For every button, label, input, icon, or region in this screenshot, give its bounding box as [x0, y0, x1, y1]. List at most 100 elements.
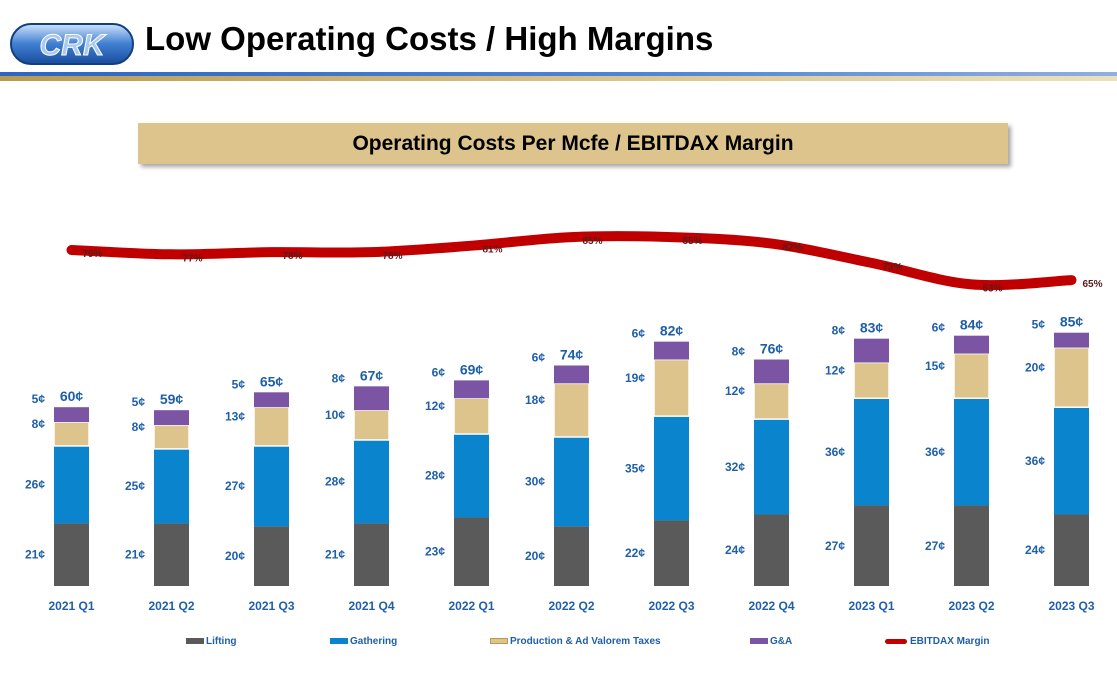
data-label-total: 67¢ [360, 367, 384, 383]
data-label-ga: 8¢ [832, 324, 846, 338]
ebitdax-margin-label: 85% [582, 236, 602, 247]
legend-swatch-lifting [186, 638, 204, 644]
data-label-ga: 5¢ [132, 395, 146, 409]
ebitdax-margin-label: 82% [782, 243, 802, 254]
data-label-ga: 6¢ [532, 350, 546, 364]
data-label-gathering: 36¢ [825, 445, 845, 459]
data-label-lifting: 27¢ [925, 539, 945, 553]
x-tick-label: 2021 Q1 [48, 599, 94, 613]
company-logo: CRK [10, 23, 134, 65]
data-label-taxes: 12¢ [425, 399, 445, 413]
data-label-gathering: 26¢ [25, 478, 45, 492]
bar-segment-gathering [854, 398, 889, 506]
bar-segment-gathering [454, 434, 489, 518]
bar-segment-lifting [454, 517, 489, 586]
bar-segment-gathering [354, 439, 389, 524]
legend-label-ebitdax-margin: EBITDAX Margin [910, 635, 990, 647]
chart-title: Operating Costs Per Mcfe / EBITDAX Margi… [352, 132, 794, 155]
data-label-ga: 6¢ [432, 365, 446, 379]
legend-label-lifting: Lifting [206, 635, 237, 647]
bar-segment-taxes [753, 382, 790, 420]
legend-label-ga: G&A [770, 635, 793, 647]
bar-segment-taxes [253, 406, 290, 447]
bar-segment-gathering [1054, 407, 1089, 515]
bar-segment-lifting [554, 526, 589, 586]
data-label-taxes: 15¢ [925, 359, 945, 373]
x-tick-label: 2023 Q3 [1048, 599, 1094, 613]
legend-item-taxes: Production & Ad Valorem Taxes [490, 632, 661, 650]
chart-canvas: 21¢ 26¢ 8¢ 5¢ 60¢ 2021 Q1 21¢ 25¢ 8¢ 5¢ 59¢ 2021 Q2… [25, 231, 1103, 613]
data-label-taxes: 12¢ [725, 384, 745, 398]
bar-segment-ga [1054, 332, 1089, 348]
data-label-gathering: 28¢ [325, 475, 345, 489]
bar-segment-gathering [254, 445, 289, 527]
data-label-taxes: 8¢ [132, 420, 146, 434]
legend-label-gathering: Gathering [350, 635, 398, 647]
x-tick-label: 2022 Q2 [548, 599, 594, 613]
data-label-gathering: 28¢ [425, 469, 445, 483]
bar-segment-gathering [54, 445, 89, 524]
bar-segment-ga [654, 341, 689, 360]
data-label-total: 83¢ [860, 320, 884, 336]
bar-segment-taxes [453, 397, 490, 435]
bar-segment-ga [954, 335, 989, 354]
ebitdax-margin-label: 78% [282, 251, 302, 262]
bar-segment-lifting [954, 505, 989, 586]
data-label-gathering: 36¢ [925, 445, 945, 459]
data-label-taxes: 20¢ [1025, 360, 1045, 374]
data-label-lifting: 21¢ [325, 548, 345, 562]
header-rule-blue [0, 72, 1117, 76]
bar-segment-ga [754, 359, 789, 384]
data-label-ga: 6¢ [632, 327, 646, 341]
ebitdax-margin-label: 63% [982, 283, 1002, 294]
x-tick-label: 2021 Q4 [348, 599, 394, 613]
data-label-gathering: 27¢ [225, 479, 245, 493]
bar-segment-lifting [754, 514, 789, 586]
bar-segment-lifting [654, 520, 689, 586]
bar-segment-ga [154, 410, 189, 426]
data-label-ga: 5¢ [1032, 318, 1046, 332]
page-title: Low Operating Costs / High Margins [145, 20, 714, 57]
legend-label-taxes: Production & Ad Valorem Taxes [510, 635, 661, 647]
legend-item-ga: G&A [750, 632, 792, 650]
x-tick-label: 2022 Q3 [648, 599, 694, 613]
data-label-ga: 5¢ [32, 392, 46, 406]
bar-segment-taxes [553, 382, 590, 438]
data-label-total: 85¢ [1060, 314, 1084, 330]
ebitdax-margin-label: 78% [382, 251, 402, 262]
header-rule-gold [0, 76, 1117, 81]
bar-segment-lifting [1054, 514, 1089, 586]
ebitdax-margin-label: 73% [882, 262, 902, 273]
ebitdax-margin-label: 65% [1082, 279, 1102, 290]
bar-segment-ga [54, 407, 89, 423]
data-label-lifting: 27¢ [825, 539, 845, 553]
data-label-ga: 5¢ [232, 377, 246, 391]
data-label-gathering: 25¢ [125, 479, 145, 493]
bar-segment-gathering [654, 416, 689, 521]
bar-segment-gathering [754, 419, 789, 515]
data-label-taxes: 19¢ [625, 371, 645, 385]
data-label-taxes: 10¢ [325, 408, 345, 422]
data-label-total: 74¢ [560, 346, 584, 362]
bar-segment-taxes [53, 421, 90, 447]
legend-item-ebitdax-margin: EBITDAX Margin [885, 632, 989, 650]
bar-segment-taxes [953, 352, 990, 400]
bar-segment-gathering [154, 448, 189, 524]
chart-legend: Lifting Gathering Production & Ad Valore… [0, 632, 1117, 650]
bar-segment-lifting [54, 523, 89, 586]
slide-header: CRK Low Operating Costs / High Margins [0, 0, 1117, 86]
data-label-lifting: 24¢ [1025, 543, 1045, 557]
data-label-total: 84¢ [960, 317, 984, 333]
x-tick-label: 2022 Q1 [448, 599, 494, 613]
legend-swatch-gathering [330, 638, 348, 644]
data-label-lifting: 21¢ [125, 548, 145, 562]
ebitdax-margin-line [66, 231, 1077, 291]
data-label-total: 69¢ [460, 361, 484, 377]
bar-segment-lifting [854, 505, 889, 586]
ebitdax-margin-label: 85% [682, 236, 702, 247]
data-label-total: 65¢ [260, 373, 284, 389]
data-label-total: 60¢ [60, 388, 84, 404]
bar-segment-gathering [954, 398, 989, 506]
bar-segment-taxes [853, 361, 890, 400]
data-label-gathering: 36¢ [1025, 454, 1045, 468]
